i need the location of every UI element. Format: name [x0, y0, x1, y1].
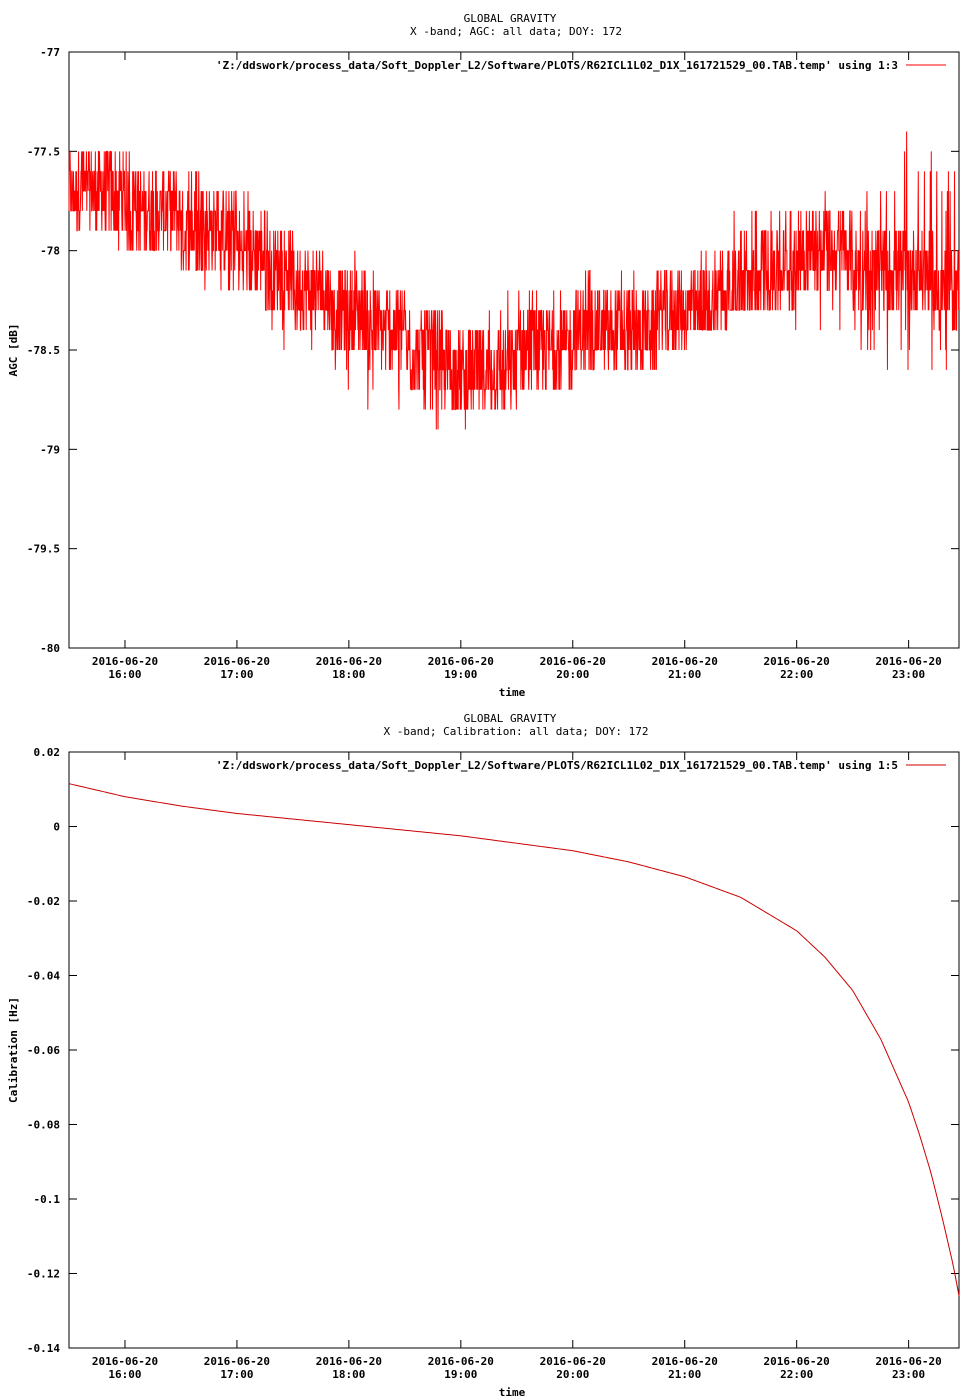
calibration-y-tick-label: 0.02: [34, 746, 61, 759]
calibration-x-tick-date: 2016-06-20: [652, 1355, 718, 1368]
calibration-y-tick-label: -0.14: [27, 1342, 60, 1355]
calibration-chart: GLOBAL GRAVITY X -band; Calibration: all…: [7, 712, 960, 1399]
agc-x-tick-time: 21:00: [668, 668, 701, 681]
calibration-plot-frame: [68, 751, 960, 1349]
agc-x-tick-time: 22:00: [780, 668, 813, 681]
calibration-series: [68, 783, 960, 1296]
agc-series: [68, 131, 960, 430]
calibration-x-tick-date: 2016-06-20: [92, 1355, 158, 1368]
calibration-x-tick-time: 20:00: [556, 1368, 589, 1381]
calibration-legend-label: 'Z:/ddswork/process_data/Soft_Doppler_L2…: [216, 759, 898, 772]
agc-x-tick-time: 18:00: [332, 668, 365, 681]
calibration-y-tick-label: -0.08: [27, 1119, 60, 1132]
calibration-y-tick-label: -0.02: [27, 895, 60, 908]
agc-x-tick-date: 2016-06-20: [540, 655, 606, 668]
calibration-x-tick-time: 18:00: [332, 1368, 365, 1381]
calibration-x-tick-time: 19:00: [444, 1368, 477, 1381]
calibration-x-tick-time: 17:00: [220, 1368, 253, 1381]
calibration-x-tick-time: 21:00: [668, 1368, 701, 1381]
agc-x-tick-date: 2016-06-20: [204, 655, 270, 668]
calibration-x-tick-date: 2016-06-20: [428, 1355, 494, 1368]
agc-y-tick-label: -79.5: [27, 543, 60, 556]
agc-x-tick-time: 19:00: [444, 668, 477, 681]
calibration-y-tick-label: -0.06: [27, 1044, 60, 1057]
calibration-y-tick-label: -0.12: [27, 1268, 60, 1281]
agc-x-tick-time: 17:00: [220, 668, 253, 681]
calibration-x-tick-date: 2016-06-20: [764, 1355, 830, 1368]
agc-y-tick-label: -80: [40, 642, 60, 655]
agc-legend: 'Z:/ddswork/process_data/Soft_Doppler_L2…: [216, 59, 946, 72]
agc-y-axis-label: AGC [dB]: [7, 324, 20, 377]
calibration-x-tick-time: 23:00: [892, 1368, 925, 1381]
calibration-x-tick-date: 2016-06-20: [204, 1355, 270, 1368]
calibration-x-tick-time: 22:00: [780, 1368, 813, 1381]
calibration-legend: 'Z:/ddswork/process_data/Soft_Doppler_L2…: [216, 759, 946, 772]
calibration-x-ticks: 2016-06-2016:002016-06-2017:002016-06-20…: [92, 752, 942, 1381]
agc-x-tick-date: 2016-06-20: [316, 655, 382, 668]
agc-chart: GLOBAL GRAVITY X -band; AGC: all data; D…: [7, 12, 960, 699]
agc-x-tick-time: 20:00: [556, 668, 589, 681]
calibration-y-axis-label: Calibration [Hz]: [7, 997, 20, 1103]
agc-y-tick-label: -77: [40, 46, 60, 59]
agc-chart-subtitle: X -band; AGC: all data; DOY: 172: [410, 25, 622, 38]
agc-series-line: [68, 131, 960, 430]
agc-x-tick-date: 2016-06-20: [876, 655, 942, 668]
calibration-y-ticks: 0.02 0 -0.02 -0.04 -0.06 -0.08 -0.1 -0.12 -0.14: [27, 746, 959, 1355]
calibration-x-tick-date: 2016-06-20: [540, 1355, 606, 1368]
calibration-y-tick-label: 0: [53, 821, 60, 834]
agc-x-ticks: 2016-06-2016:002016-06-2017:002016-06-20…: [92, 52, 942, 681]
calibration-x-tick-date: 2016-06-20: [876, 1355, 942, 1368]
calibration-series-line: [68, 783, 960, 1296]
calibration-y-tick-label: -0.04: [27, 970, 60, 983]
agc-y-ticks: -77 -77.5 -78 -78.5 -79 -79.5 -80: [27, 46, 959, 655]
agc-x-axis-label: time: [499, 686, 526, 699]
calibration-y-tick-label: -0.1: [34, 1193, 61, 1206]
calibration-x-tick-time: 16:00: [108, 1368, 141, 1381]
calibration-chart-title: GLOBAL GRAVITY: [464, 712, 557, 725]
agc-chart-title: GLOBAL GRAVITY: [464, 12, 557, 25]
agc-legend-label: 'Z:/ddswork/process_data/Soft_Doppler_L2…: [216, 59, 898, 72]
agc-x-tick-date: 2016-06-20: [764, 655, 830, 668]
calibration-x-axis-label: time: [499, 1386, 526, 1399]
agc-x-tick-time: 16:00: [108, 668, 141, 681]
agc-x-tick-date: 2016-06-20: [652, 655, 718, 668]
agc-y-tick-label: -79: [40, 443, 60, 456]
calibration-chart-subtitle: X -band; Calibration: all data; DOY: 172: [384, 725, 649, 738]
agc-x-tick-time: 23:00: [892, 668, 925, 681]
agc-y-tick-label: -77.5: [27, 145, 60, 158]
calibration-x-tick-date: 2016-06-20: [316, 1355, 382, 1368]
agc-x-tick-date: 2016-06-20: [92, 655, 158, 668]
agc-y-tick-label: -78: [40, 245, 60, 258]
agc-x-tick-date: 2016-06-20: [428, 655, 494, 668]
agc-y-tick-label: -78.5: [27, 344, 60, 357]
